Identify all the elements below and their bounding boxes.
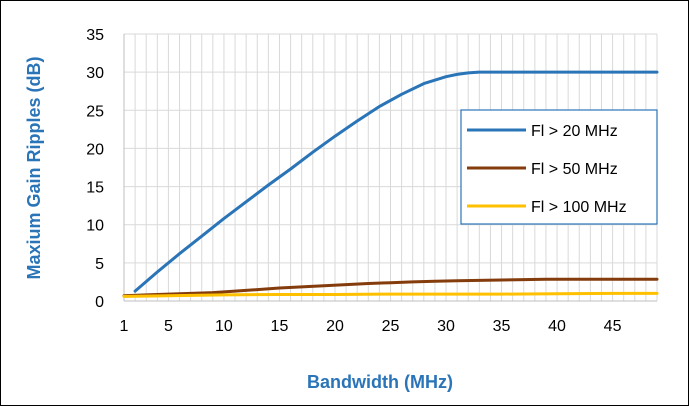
y-tick-label: 15 [86, 180, 104, 197]
y-axis-title: Maxium Gain Ripples (dB) [24, 56, 44, 279]
y-tick-label: 25 [86, 103, 104, 120]
x-tick-label: 45 [604, 318, 622, 335]
y-tick-label: 10 [86, 218, 104, 235]
x-tick-label: 5 [164, 318, 173, 335]
x-tick-label: 35 [493, 318, 511, 335]
y-tick-labels: 0 5 10 15 20 25 30 35 [86, 27, 104, 311]
x-tick-label: 1 [120, 318, 129, 335]
x-tick-label: 20 [326, 318, 344, 335]
y-tick-label: 0 [95, 294, 104, 311]
legend-label-series-2: Fl > 50 MHz [531, 161, 618, 178]
series-line-3 [122, 291, 659, 298]
x-axis-title: Bandwidth (MHz) [307, 372, 453, 392]
x-tick-label: 10 [215, 318, 233, 335]
y-tick-label: 5 [95, 256, 104, 273]
x-tick-label: 25 [382, 318, 400, 335]
x-tick-label: 40 [548, 318, 566, 335]
axes [123, 34, 657, 302]
series-line-2 [122, 277, 659, 298]
legend: Fl > 20 MHz Fl > 50 MHz Fl > 100 MHz [460, 109, 658, 225]
x-tick-label: 15 [271, 318, 289, 335]
y-tick-label: 20 [86, 141, 104, 158]
y-tick-label: 30 [86, 65, 104, 82]
legend-label-series-3: Fl > 100 MHz [531, 199, 627, 216]
x-tick-labels: 1 5 10 15 20 25 30 35 40 45 [120, 318, 622, 335]
y-tick-label: 35 [86, 27, 104, 44]
series-line-1 [133, 70, 659, 293]
legend-label-series-1: Fl > 20 MHz [531, 123, 618, 140]
series-lines [122, 70, 659, 298]
x-tick-label: 30 [437, 318, 455, 335]
